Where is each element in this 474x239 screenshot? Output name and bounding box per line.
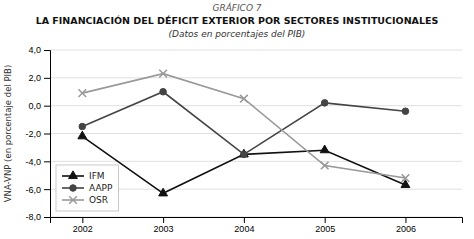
y-tick-mark [44, 189, 50, 190]
y-tick-mark [44, 217, 50, 218]
x-tick: 2005 [315, 217, 335, 234]
y-tick: -8,0 [25, 212, 50, 222]
point [79, 123, 86, 130]
y-tick-mark [44, 78, 50, 79]
subtitle: (Datos en porcentajes del PIB) [169, 29, 306, 39]
point [402, 108, 409, 115]
x-tick-label: 2006 [396, 224, 416, 234]
x-tick-mark [163, 217, 164, 223]
x-axis: 2002 2003 2004 2005 2006 [51, 217, 463, 234]
x-tick: 2004 [234, 217, 254, 234]
x-tick-label: 2002 [73, 224, 93, 234]
y-tick-mark [44, 50, 50, 51]
point [239, 149, 248, 157]
y-axis-title: VNA-VNP (en porcentaje del PIB) [3, 65, 13, 203]
x-tick-label: 2003 [154, 224, 174, 234]
point [78, 89, 86, 97]
x-tick-label: 2005 [315, 224, 335, 234]
x-tick: 2006 [396, 217, 416, 234]
y-tick-label: 0,0 [28, 101, 41, 111]
title: LA FINANCIACIÓN DEL DÉFICIT EXTERIOR POR… [36, 15, 439, 26]
y-tick: 2,0 [28, 73, 50, 83]
legend-swatch-marker [70, 185, 77, 192]
y-tick: 4,0 [28, 45, 50, 55]
y-tick: -2,0 [25, 129, 50, 139]
legend-label: AAPP [89, 183, 113, 193]
y-tick: 0,0 [28, 101, 50, 111]
axis-line [44, 51, 51, 218]
point [159, 70, 167, 78]
marks [78, 70, 410, 196]
plot: 2002 2003 2004 2005 2006 -8,0 -6,0 -4,0 -2,0 0,0 2… [25, 45, 462, 234]
point [321, 100, 328, 107]
legend: IFM AAPP OSR [56, 165, 118, 211]
grid-line [50, 50, 462, 51]
legend-box [56, 165, 118, 211]
y-tick-label: -4,0 [25, 157, 41, 167]
series [78, 131, 410, 196]
y-tick-label: 4,0 [28, 45, 41, 55]
line [82, 136, 405, 193]
grid-line [50, 133, 462, 134]
point [320, 145, 329, 153]
y-tick-label: -8,0 [25, 212, 41, 222]
legend-item: AAPP [62, 183, 113, 193]
y-axis: -8,0 -6,0 -4,0 -2,0 0,0 2,0 4,0 [25, 45, 50, 222]
y-tick-label: 2,0 [28, 73, 41, 83]
point [160, 88, 167, 95]
y-tick-mark [44, 106, 50, 107]
y-tick-mark [44, 134, 50, 135]
legend-swatch-marker [69, 171, 78, 179]
legend-label: IFM [89, 171, 105, 181]
series [78, 70, 409, 182]
point [241, 151, 248, 158]
x-tick-mark [405, 217, 406, 223]
line [82, 74, 405, 178]
x-tick: 2002 [73, 217, 93, 234]
point [78, 131, 87, 139]
series [79, 88, 409, 157]
point [159, 188, 168, 196]
x-tick-mark [325, 217, 326, 223]
point [240, 95, 248, 103]
y-tick-mark [44, 161, 50, 162]
grid [50, 50, 462, 217]
annotation: GRÁFICO 7 [212, 2, 261, 13]
grid-line [50, 105, 462, 106]
chart: GRÁFICO 7 LA FINANCIACIÓN DEL DÉFICIT EXT… [0, 0, 474, 239]
line [82, 92, 405, 155]
y-tick-label: -2,0 [25, 129, 41, 139]
legend-item: OSR [62, 195, 108, 205]
x-tick-mark [82, 217, 83, 223]
grid-line [50, 77, 462, 78]
point [321, 162, 329, 170]
y-tick: -6,0 [25, 185, 50, 195]
legend-swatch-marker [69, 196, 77, 204]
axis-line [51, 218, 463, 224]
y-tick: -4,0 [25, 157, 50, 167]
grid-line [50, 161, 462, 162]
point [402, 174, 410, 182]
x-tick: 2003 [154, 217, 174, 234]
x-tick-label: 2004 [234, 224, 254, 234]
legend-item: IFM [62, 171, 105, 181]
y-tick-label: -6,0 [25, 185, 41, 195]
legend-label: OSR [89, 195, 108, 205]
x-tick-mark [244, 217, 245, 223]
